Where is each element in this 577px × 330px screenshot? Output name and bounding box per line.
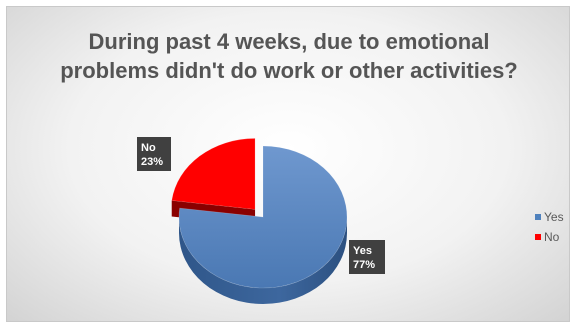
legend-swatch-yes xyxy=(535,214,541,220)
pie-chart: Yes 77% No 23% xyxy=(137,137,385,304)
legend-label-yes: Yes xyxy=(544,210,564,224)
data-label-bg-no xyxy=(137,137,171,171)
data-label-bg-yes xyxy=(349,240,385,274)
chart-area: During past 4 weeks, due to emotional pr… xyxy=(6,6,570,322)
legend-label-no: No xyxy=(544,230,560,244)
pie-slice-side-yes xyxy=(179,217,347,304)
legend-item-yes: Yes xyxy=(535,207,564,227)
data-label-no: No 23% xyxy=(137,137,171,171)
data-label-percent-yes: 77% xyxy=(353,259,375,271)
pie-slice-top-yes xyxy=(178,145,348,289)
legend-item-no: No xyxy=(535,227,564,247)
pie-slice-yes xyxy=(178,145,348,304)
pie-slice-top-no xyxy=(171,138,256,210)
data-label-yes: Yes 77% xyxy=(349,240,385,274)
data-label-percent-no: 23% xyxy=(141,156,163,168)
data-label-category-yes: Yes xyxy=(353,245,372,257)
chart-title: During past 4 weeks, due to emotional pr… xyxy=(60,29,518,83)
data-label-category-no: No xyxy=(141,142,156,154)
legend-swatch-no xyxy=(535,234,541,240)
chart-legend: Yes No xyxy=(535,207,564,247)
